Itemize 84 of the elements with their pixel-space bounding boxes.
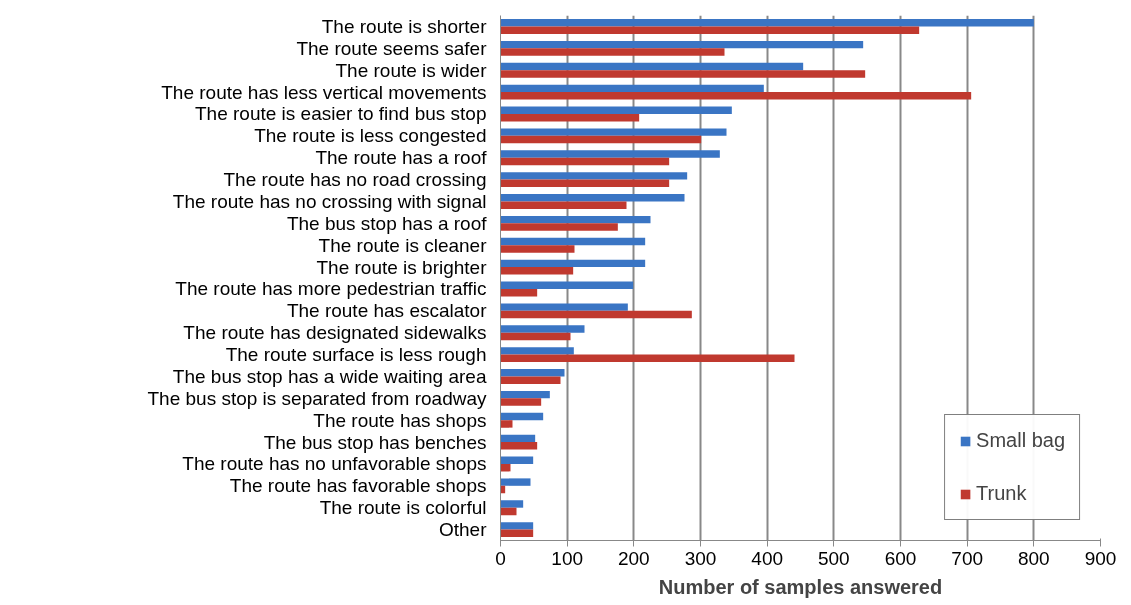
bar xyxy=(500,522,534,530)
bar xyxy=(500,398,542,406)
bar xyxy=(500,434,536,443)
x-tick-label: 0 xyxy=(495,547,506,569)
y-tick-label: The route has no crossing with signal xyxy=(172,190,487,212)
bar xyxy=(500,332,571,341)
bar xyxy=(500,157,670,166)
bar xyxy=(500,376,561,384)
y-tick-label: The route has designated sidewalks xyxy=(183,322,487,344)
x-tick-label: 300 xyxy=(684,547,717,569)
y-tick-label: The bus stop has a roof xyxy=(286,212,488,234)
bar xyxy=(500,237,646,246)
bar xyxy=(500,26,920,34)
x-tick-label: 600 xyxy=(884,547,917,569)
bar xyxy=(500,288,538,297)
bar xyxy=(500,303,628,311)
bar xyxy=(500,529,534,537)
bar xyxy=(500,150,720,158)
x-tick-label: 400 xyxy=(751,547,784,569)
bar xyxy=(500,84,764,93)
bar xyxy=(500,19,1034,27)
y-tick-label: The bus stop has a wide waiting area xyxy=(172,365,487,387)
y-tick-label: The bus stop has benches xyxy=(263,431,487,453)
x-tick-label: 500 xyxy=(817,547,850,569)
bar xyxy=(500,463,511,472)
y-tick-label: The route is cleaner xyxy=(318,234,488,256)
x-tick-label: 100 xyxy=(551,547,584,569)
y-tick-label: The route has no road crossing xyxy=(223,169,487,191)
bar xyxy=(500,420,513,428)
bar xyxy=(500,70,866,78)
y-tick-label: The route has less vertical movements xyxy=(161,81,487,103)
x-tick-label: 800 xyxy=(1017,547,1050,569)
bar xyxy=(500,267,574,275)
bar xyxy=(500,48,725,56)
y-tick-label: The route is colorful xyxy=(319,497,487,519)
bar xyxy=(500,347,574,355)
bar xyxy=(500,310,692,319)
y-tick-label: The route has a roof xyxy=(315,147,488,169)
y-tick-label: The route has escalator xyxy=(286,300,488,322)
bar xyxy=(500,369,565,377)
x-tick-label: 900 xyxy=(1084,547,1117,569)
bar xyxy=(500,442,538,450)
bar xyxy=(500,507,517,516)
y-tick-label: The route seems safer xyxy=(296,37,488,59)
y-tick-label: The route has more pedestrian traffic xyxy=(175,278,487,300)
bar xyxy=(500,259,646,268)
y-tick-label: The bus stop is separated from roadway xyxy=(147,387,487,409)
y-tick-label: The route surface is less rough xyxy=(225,344,487,366)
bar xyxy=(500,135,702,144)
bar xyxy=(500,500,524,508)
bar xyxy=(500,201,627,209)
bar xyxy=(500,354,795,362)
bar xyxy=(500,325,585,333)
bar xyxy=(500,281,634,289)
bar xyxy=(500,412,544,421)
y-tick-label: The route is less congested xyxy=(254,125,487,147)
y-tick-label: The route is shorter xyxy=(321,15,488,37)
bar xyxy=(500,40,864,49)
bar xyxy=(500,478,531,486)
bar xyxy=(500,92,972,100)
bar xyxy=(500,106,732,114)
legend-label: Trunk xyxy=(976,482,1027,505)
bar xyxy=(500,179,670,187)
x-tick-label: 200 xyxy=(617,547,650,569)
bar xyxy=(500,194,685,202)
bar xyxy=(500,172,688,180)
y-tick-label: The route has favorable shops xyxy=(229,475,487,497)
x-axis-title: Number of samples answered xyxy=(658,575,943,598)
bar xyxy=(500,215,651,224)
legend-label: Small bag xyxy=(976,429,1065,452)
bar xyxy=(500,390,550,399)
bar xyxy=(500,456,534,464)
y-tick-label: The route is easier to find bus stop xyxy=(195,103,487,125)
bar xyxy=(500,223,618,231)
bar xyxy=(500,113,640,122)
bar xyxy=(500,128,727,136)
y-tick-label: Other xyxy=(438,519,488,541)
bar xyxy=(500,245,575,253)
bar xyxy=(500,62,804,71)
y-tick-label: The route has shops xyxy=(313,409,487,431)
y-tick-label: The route is wider xyxy=(335,59,488,81)
y-tick-label: The route is brighter xyxy=(316,256,488,278)
y-tick-label: The route has no unfavorable shops xyxy=(182,453,487,475)
x-tick-label: 700 xyxy=(951,547,984,569)
